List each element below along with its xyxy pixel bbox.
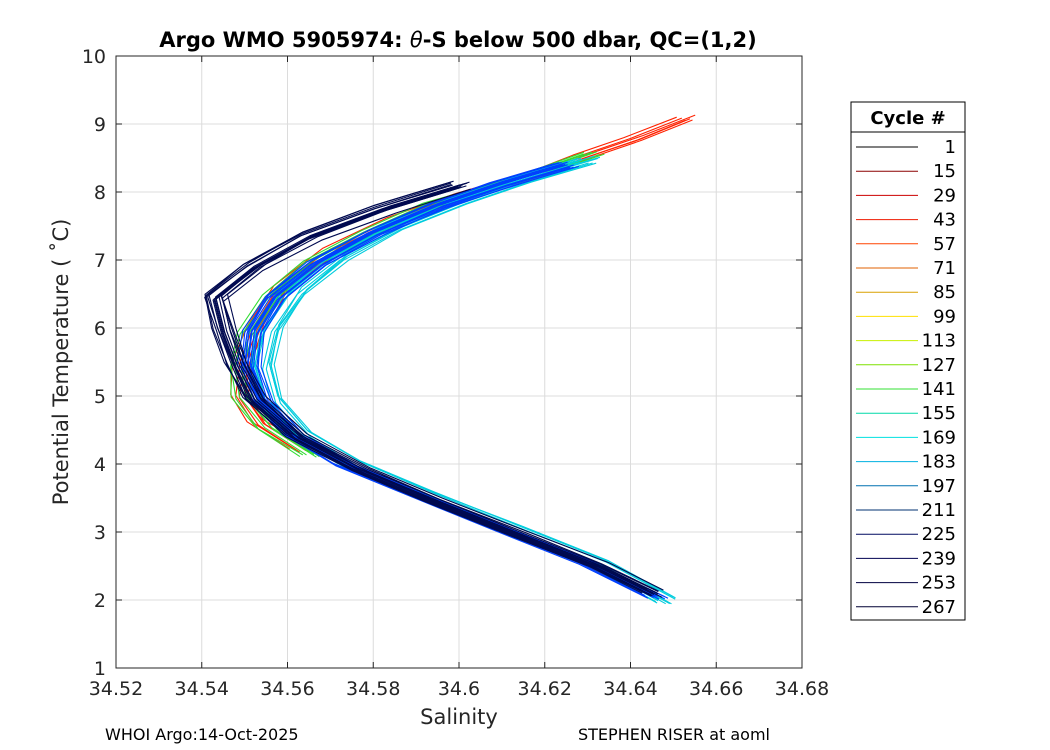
y-tick-label: 7 (94, 250, 106, 272)
series-late-cycles (214, 184, 654, 594)
legend-label: 99 (933, 306, 956, 327)
legend-label: 239 (922, 548, 956, 569)
legend-label: 267 (922, 597, 956, 618)
legend-label: 211 (922, 500, 956, 521)
legend-label: 43 (933, 210, 956, 231)
y-tick-label: 2 (94, 590, 106, 612)
x-tick-label: 34.68 (775, 678, 829, 700)
y-tick-label: 6 (94, 318, 106, 340)
legend-label: 71 (933, 258, 956, 279)
title-prefix: Argo WMO 5905974: (159, 28, 410, 52)
legend: Cycle # 1 15 29 43 57 71 85 99 113 127 141 155 169 18… (850, 101, 966, 621)
legend-box (850, 101, 966, 621)
legend-label: 141 (922, 379, 956, 400)
legend-label: 225 (922, 524, 956, 545)
x-tick-label: 34.54 (175, 678, 229, 700)
y-tick-label: 8 (94, 182, 106, 204)
legend-label: 197 (922, 476, 956, 497)
legend-label: 169 (922, 427, 956, 448)
title-suffix: -S below 500 dbar, QC=(1,2) (423, 28, 757, 52)
legend-title: Cycle # (870, 108, 945, 129)
y-tick-label: 9 (94, 114, 106, 136)
x-tick-label: 34.56 (260, 678, 314, 700)
chart-title: Argo WMO 5905974: θ-S below 500 dbar, QC… (159, 28, 756, 52)
x-tick-label: 34.58 (346, 678, 400, 700)
x-tick-label: 34.62 (518, 678, 572, 700)
legend-label: 29 (933, 185, 956, 206)
title-theta-symbol: θ (410, 28, 423, 52)
footer-right: STEPHEN RISER at aoml (578, 725, 770, 744)
y-tick-label: 10 (82, 46, 106, 68)
footer-left: WHOI Argo:14-Oct-2025 (105, 725, 299, 744)
legend-label: 113 (922, 331, 956, 352)
y-tick-label: 5 (94, 386, 106, 408)
legend-label: 15 (933, 161, 956, 182)
legend-label: 127 (922, 355, 956, 376)
legend-entries: 1 15 29 43 57 71 85 99 113 127 141 155 169 183 197 211 2… (856, 137, 956, 618)
y-tick-label: 1 (94, 658, 106, 680)
axis-ticks: 34.52 34.54 34.56 34.58 34.6 34.62 34.64 34.66 3… (82, 46, 829, 700)
data-series (204, 114, 696, 605)
x-tick-label: 34.6 (438, 678, 480, 700)
legend-label: 1 (945, 137, 956, 158)
series-late-cycles (207, 183, 646, 593)
legend-label: 253 (922, 573, 956, 594)
legend-label: 155 (922, 403, 956, 424)
x-tick-label: 34.66 (689, 678, 743, 700)
legend-label: 85 (933, 282, 956, 303)
legend-label: 183 (922, 452, 956, 473)
y-tick-label: 4 (94, 454, 106, 476)
x-tick-label: 34.52 (89, 678, 143, 700)
x-axis-label: Salinity (420, 705, 498, 729)
y-tick-label: 3 (94, 522, 106, 544)
series-late-cycles (221, 183, 659, 593)
x-tick-label: 34.64 (603, 678, 657, 700)
y-axis-label: Potential Temperature ( ˚C) (49, 219, 73, 506)
legend-label: 57 (933, 234, 956, 255)
